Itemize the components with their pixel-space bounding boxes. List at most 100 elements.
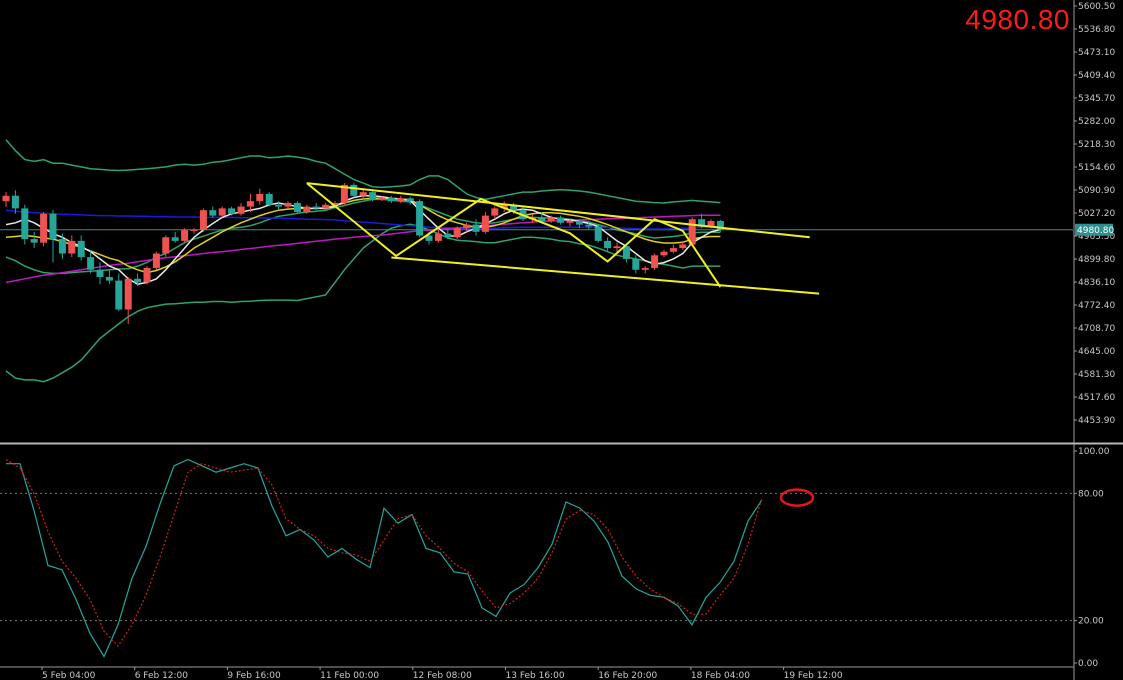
time-tick-label: 12 Feb 08:00 — [413, 671, 472, 680]
candle-body — [416, 201, 424, 236]
candle-body — [707, 221, 715, 227]
price-tick-label: 4517.60 — [1078, 393, 1115, 403]
price-tick-label: 5282.00 — [1078, 117, 1115, 127]
candle-body — [406, 198, 414, 202]
candle-body — [124, 278, 132, 310]
current-price-display: 4980.80 — [965, 4, 1070, 35]
price-tick-label: 4772.40 — [1078, 301, 1115, 311]
candle-body — [679, 244, 687, 249]
time-tick-label: 16 Feb 20:00 — [598, 671, 657, 680]
candle-body — [21, 208, 29, 240]
candle-body — [181, 230, 189, 241]
candle-body — [632, 258, 640, 270]
candle-body — [594, 226, 602, 241]
time-tick-label: 13 Feb 16:00 — [506, 671, 565, 680]
price-tick-label: 5090.90 — [1078, 186, 1115, 196]
candle-body — [284, 202, 292, 207]
candle-body — [491, 208, 499, 216]
candle-body — [171, 237, 179, 241]
candle-body — [275, 204, 283, 207]
candle-body — [68, 240, 76, 254]
oscillator-tick-label: 80.00 — [1078, 489, 1104, 499]
candle-body — [256, 193, 264, 202]
price-tick-label: 5154.60 — [1078, 163, 1115, 173]
oscillator-highlight-circle — [779, 488, 815, 507]
candle-body — [641, 267, 649, 270]
candle-body — [434, 233, 442, 241]
candle-body — [538, 217, 546, 222]
candle-body — [49, 213, 57, 240]
price-tick-label: 4645.00 — [1078, 347, 1115, 357]
price-tick-label: 4963.50 — [1078, 232, 1115, 242]
candle-body — [575, 221, 583, 225]
candle-body — [209, 210, 217, 216]
candle-body — [557, 217, 565, 223]
price-tick-label: 5218.30 — [1078, 140, 1115, 150]
candle-body — [359, 192, 367, 196]
oscillator-tick-label: 0.00 — [1078, 659, 1098, 669]
price-tick-label: 4708.70 — [1078, 324, 1115, 334]
oscillator-tick-label: 100.00 — [1078, 447, 1110, 457]
candle-body — [87, 257, 95, 270]
candle-body — [218, 208, 226, 216]
candle-body — [472, 224, 480, 232]
candle-body — [585, 224, 593, 227]
candle-body — [547, 217, 555, 222]
candle-body — [96, 269, 104, 277]
candle-body — [716, 221, 724, 230]
main-price-panel — [0, 139, 1073, 383]
candle-body — [387, 197, 395, 202]
indicator-line-1 — [5, 223, 721, 383]
oscillator-series-0 — [6, 458, 763, 658]
candle-body — [293, 202, 301, 212]
candle-body — [350, 184, 358, 196]
candle-body — [613, 246, 621, 249]
candle-body — [340, 184, 348, 203]
price-tick-label: 5473.10 — [1078, 48, 1115, 58]
candle-body — [30, 239, 38, 243]
oscillator-panel — [0, 458, 1073, 658]
candle-body — [162, 237, 170, 254]
candle-body — [453, 228, 461, 238]
candle-body — [660, 251, 668, 256]
candle-body — [134, 278, 142, 283]
candle-body — [303, 206, 311, 212]
candle-body — [425, 235, 433, 241]
candle-body — [604, 240, 612, 249]
candle-body — [566, 221, 574, 223]
price-tick-label: 5600.50 — [1078, 2, 1115, 12]
indicator-line-0 — [5, 139, 721, 204]
candle-body — [143, 267, 151, 283]
time-tick-label: 5 Feb 04:00 — [42, 671, 96, 680]
candle-body — [190, 230, 198, 232]
candle-body — [11, 195, 19, 209]
candle-body — [322, 204, 330, 209]
candle-body — [698, 219, 706, 227]
candle-body — [378, 197, 386, 200]
candle-body — [40, 213, 48, 243]
candle-body — [312, 206, 320, 209]
time-tick-label: 18 Feb 04:00 — [691, 671, 750, 680]
indicator-line-2 — [5, 198, 721, 275]
candle-body — [369, 192, 377, 200]
price-tick-label: 4899.80 — [1078, 255, 1115, 265]
candle-body — [237, 206, 245, 214]
candle-body — [228, 208, 236, 214]
oscillator-tick-label: 20.00 — [1078, 617, 1104, 627]
current-price-tag — [1075, 223, 1113, 236]
candle-body — [2, 195, 10, 202]
zigzag-annotation — [306, 182, 722, 288]
price-tick-label: 5027.20 — [1078, 209, 1115, 219]
candle-body — [331, 202, 339, 205]
candle-body — [669, 248, 677, 252]
candle-body — [115, 280, 123, 310]
candle-body — [463, 224, 471, 229]
trend-line-annotation-2 — [391, 256, 820, 295]
candle-body — [105, 276, 113, 281]
candle-body — [500, 204, 508, 209]
price-tick-label: 5345.70 — [1078, 94, 1115, 104]
candle-body — [688, 219, 696, 245]
